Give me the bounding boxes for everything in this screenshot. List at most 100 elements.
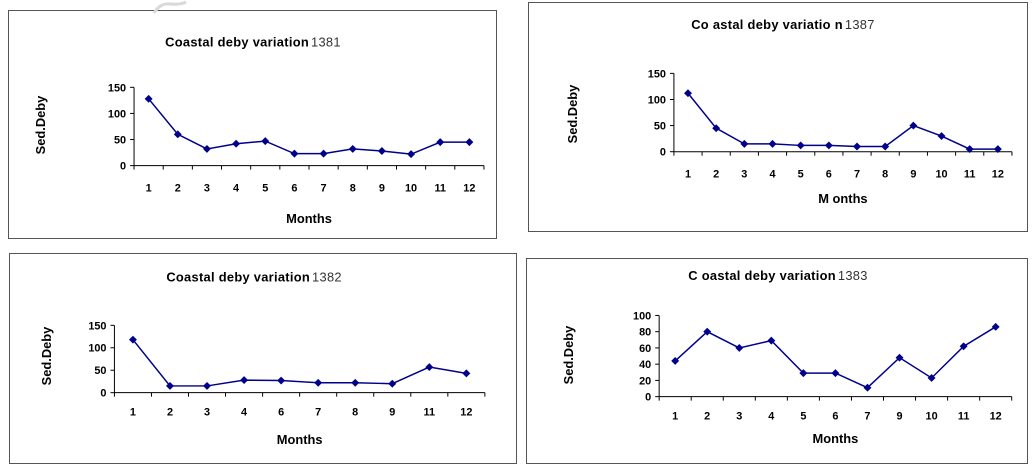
data-point [462,369,471,378]
x-tick-label: 3 [736,410,742,422]
y-tick-label: 150 [108,82,126,94]
y-tick-label: 50 [94,365,106,377]
chart-title-text: Coastal deby variation [166,270,310,285]
data-point [959,342,968,351]
data-point [853,142,861,151]
x-tick-label: 2 [175,182,181,194]
data-point [735,343,744,352]
data-point [831,369,840,378]
y-tick-label: 60 [639,343,651,355]
series-line [132,339,467,387]
chart-title-text: Co astal deby variatio n [691,17,843,32]
chart-title-year: 1381 [311,35,341,50]
x-tick-label: 2 [713,168,719,180]
x-tick-label: 12 [992,168,1004,180]
x-tick-label: 6 [291,182,297,194]
x-tick-label: 8 [882,168,888,180]
chart-panel-1382: Coastal deby variation 1382 Sed.Deby Months… [9,253,517,464]
x-tick-label: 11 [424,406,436,418]
x-tick-label: 12 [990,410,1002,422]
data-point [768,139,777,148]
x-tick-label: 11 [958,410,970,422]
series-line [674,326,997,389]
x-tick-label: 7 [854,168,860,180]
x-tick-label: 3 [204,406,210,418]
x-axis-label: Months [277,432,323,447]
x-tick-label: 6 [826,168,832,180]
chart-title: C oastal deby variation 1383 [688,268,867,283]
data-point [684,89,692,98]
x-tick-label: 3 [204,182,210,194]
data-point [937,132,946,140]
x-tick-label: 7 [315,406,321,418]
data-point [240,376,249,385]
y-tick-label: 0 [660,147,666,159]
x-axis-label: M onths [818,191,867,206]
x-tick-label: 12 [463,182,475,194]
x-tick-label: 2 [167,406,173,418]
chart-panel-1387: Co astal deby variatio n 1387 Sed.Deby M on… [528,2,1028,232]
data-point [351,378,360,387]
chart-svg-1382: Coastal deby variation 1382Sed.DebyMonths… [39,270,486,447]
data-point [991,322,1000,331]
data-point [881,142,890,151]
data-point [767,336,776,345]
x-tick-label: 1 [672,410,678,422]
series-line [148,98,470,155]
x-tick-label: 1 [146,182,152,194]
data-point [799,369,808,378]
y-tick-label: 50 [654,121,666,133]
data-point [377,147,386,155]
y-tick-label: 100 [108,108,126,120]
chart-svg-1383: C oastal deby variation 1383 Sed.Deby Month… [561,268,1013,446]
x-tick-label: 4 [768,410,774,422]
chart-title-text: Coastal deby variation [165,35,309,50]
y-tick-label: 50 [114,134,126,146]
y-axis-label: Sed.Deby [561,325,576,384]
x-tick-label: 5 [800,410,806,422]
data-point [388,379,397,388]
data-point [314,378,323,387]
y-tick-label: 100 [88,343,106,355]
x-tick-label: 4 [233,182,239,194]
y-tick-label: 150 [88,320,106,332]
chart-panel-1381: Coastal deby variation 1381 Sed.Deby Months… [8,10,497,239]
data-point [436,138,445,147]
y-tick-label: 40 [639,359,651,371]
data-point [927,374,936,382]
data-point [319,149,328,158]
x-tick-label: 8 [350,182,356,194]
y-axis-label: Sed.Deby [39,326,54,385]
y-axis-label: Sed.Deby [565,84,580,144]
y-tick-label: 100 [648,94,666,106]
x-tick-label: 11 [964,168,976,180]
x-tick-label: 2 [704,410,710,422]
x-tick-label: 6 [832,410,838,422]
y-tick-label: 100 [633,310,651,322]
x-axis-label: Months [813,431,859,446]
x-tick-label: 4 [241,406,247,418]
x-tick-label: 5 [262,182,268,194]
data-point [261,137,270,146]
y-tick-label: 20 [639,375,651,387]
y-tick-label: 80 [639,327,651,339]
x-tick-label: 1 [130,406,136,418]
y-tick-label: 0 [120,161,126,173]
data-point [909,121,918,130]
chart-title-year: 1387 [845,17,875,32]
data-point [144,94,153,103]
x-tick-label: 12 [460,406,472,418]
data-point [232,139,241,148]
x-tick-label: 9 [389,406,395,418]
y-axis-label: Sed.Deby [33,95,48,155]
data-point [740,139,749,148]
x-tick-label: 1 [685,168,691,180]
x-tick-label: 6 [278,406,284,418]
data-point [703,327,712,336]
chart-title-year: 1383 [838,268,868,283]
data-point [895,353,904,362]
x-tick-label: 7 [321,182,327,194]
data-point [128,335,137,344]
data-point [824,141,833,150]
x-tick-label: 10 [935,168,947,180]
